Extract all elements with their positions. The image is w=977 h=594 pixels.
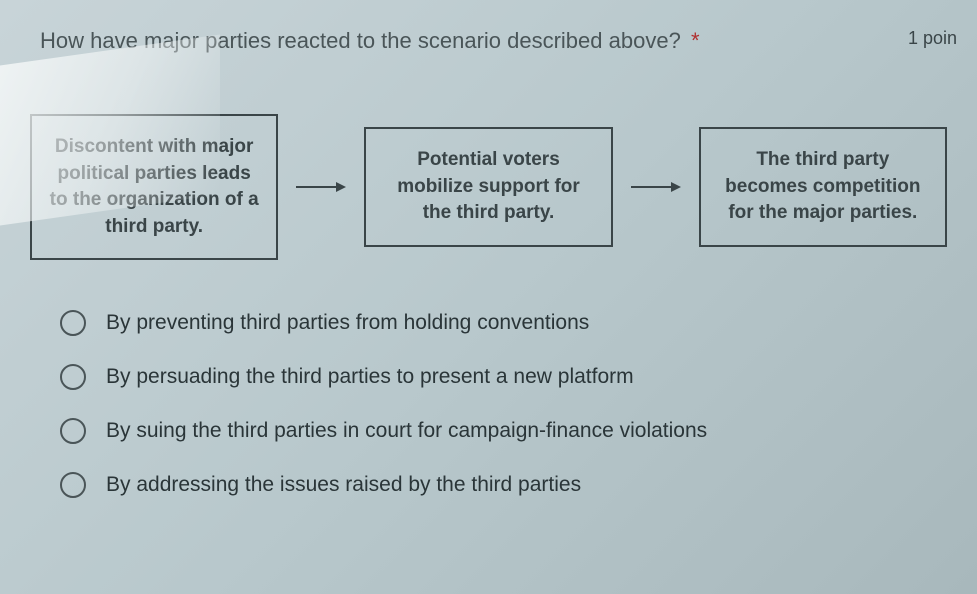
radio-icon[interactable] bbox=[60, 310, 86, 336]
radio-icon[interactable] bbox=[60, 364, 86, 390]
question-header: How have major parties reacted to the sc… bbox=[0, 0, 977, 54]
option-row[interactable]: By preventing third parties from holding… bbox=[60, 310, 937, 336]
radio-icon[interactable] bbox=[60, 472, 86, 498]
scenario-diagram: Discontent with major political parties … bbox=[30, 114, 947, 260]
arrow-right-icon bbox=[631, 177, 681, 197]
option-label: By persuading the third parties to prese… bbox=[106, 365, 634, 389]
option-label: By addressing the issues raised by the t… bbox=[106, 473, 581, 497]
option-label: By suing the third parties in court for … bbox=[106, 419, 707, 443]
option-row[interactable]: By suing the third parties in court for … bbox=[60, 418, 937, 444]
diagram-node-2: Potential voters mobilize support for th… bbox=[364, 127, 612, 247]
option-row[interactable]: By persuading the third parties to prese… bbox=[60, 364, 937, 390]
question-stem: How have major parties reacted to the sc… bbox=[40, 28, 681, 53]
diagram-node-1: Discontent with major political parties … bbox=[30, 114, 278, 260]
diagram-node-3: The third party becomes competition for … bbox=[699, 127, 947, 247]
arrow-right-icon bbox=[296, 177, 346, 197]
option-row[interactable]: By addressing the issues raised by the t… bbox=[60, 472, 937, 498]
radio-icon[interactable] bbox=[60, 418, 86, 444]
answer-options: By preventing third parties from holding… bbox=[0, 310, 977, 498]
required-mark: * bbox=[691, 28, 700, 53]
question-text: How have major parties reacted to the sc… bbox=[40, 28, 888, 54]
option-label: By preventing third parties from holding… bbox=[106, 311, 589, 335]
points-label: 1 poin bbox=[908, 28, 957, 49]
